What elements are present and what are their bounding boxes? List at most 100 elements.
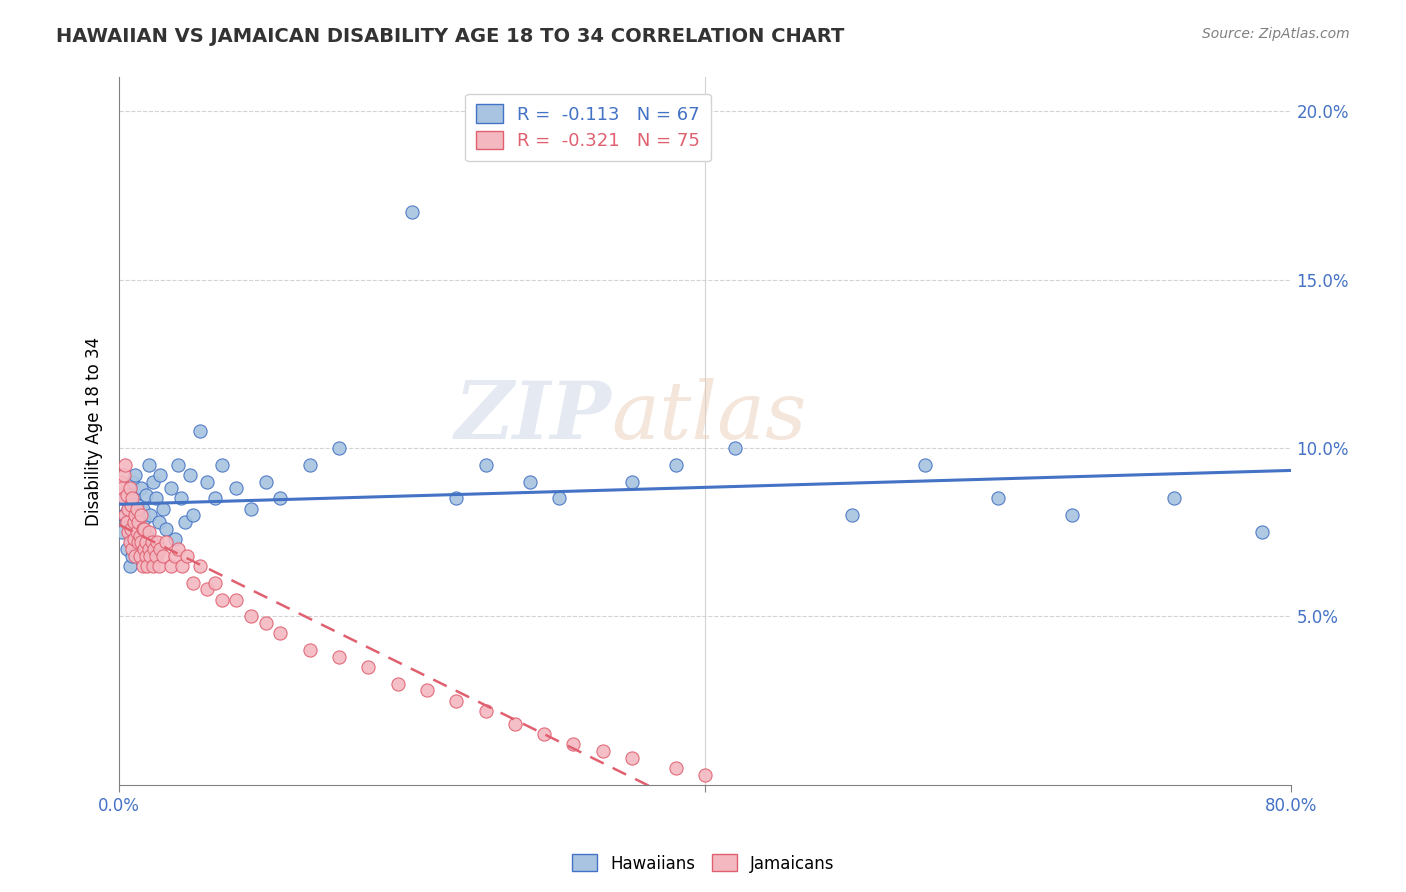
Point xyxy=(621,475,644,489)
Point xyxy=(240,609,263,624)
Point xyxy=(167,541,190,556)
Point xyxy=(298,458,321,472)
Point xyxy=(163,549,186,563)
Point xyxy=(204,491,226,506)
Point xyxy=(115,515,138,529)
Point xyxy=(225,481,247,495)
Point xyxy=(446,491,468,506)
Point xyxy=(474,458,496,472)
Point xyxy=(142,558,165,573)
Point xyxy=(914,458,936,472)
Point xyxy=(181,508,204,523)
Point xyxy=(225,592,247,607)
Text: atlas: atlas xyxy=(612,378,807,456)
Point xyxy=(387,676,409,690)
Point xyxy=(148,558,170,573)
Point xyxy=(416,683,439,698)
Point xyxy=(110,475,132,489)
Point xyxy=(142,475,165,489)
Point xyxy=(129,481,152,495)
Text: ZIP: ZIP xyxy=(454,378,612,456)
Point xyxy=(129,522,152,536)
Point xyxy=(132,558,155,573)
Point xyxy=(125,498,148,512)
Point xyxy=(125,501,148,516)
Point xyxy=(170,491,193,506)
Point xyxy=(136,558,159,573)
Point xyxy=(138,458,160,472)
Point xyxy=(328,441,350,455)
Point xyxy=(592,744,614,758)
Point xyxy=(155,535,177,549)
Point xyxy=(155,522,177,536)
Y-axis label: Disability Age 18 to 34: Disability Age 18 to 34 xyxy=(86,336,103,525)
Point xyxy=(695,767,717,781)
Point xyxy=(179,467,201,482)
Point xyxy=(211,458,233,472)
Point xyxy=(1163,491,1185,506)
Point xyxy=(298,643,321,657)
Point xyxy=(134,522,156,536)
Point xyxy=(114,491,136,506)
Point xyxy=(127,515,149,529)
Point xyxy=(159,481,181,495)
Point xyxy=(121,491,143,506)
Point xyxy=(112,491,135,506)
Point xyxy=(188,558,211,573)
Point xyxy=(128,539,150,553)
Point xyxy=(1251,525,1274,540)
Point xyxy=(112,467,135,482)
Point xyxy=(1060,508,1083,523)
Point xyxy=(211,592,233,607)
Point xyxy=(134,511,156,525)
Legend: Hawaiians, Jamaicans: Hawaiians, Jamaicans xyxy=(565,847,841,880)
Point xyxy=(115,515,138,529)
Point xyxy=(114,508,136,523)
Point xyxy=(117,525,139,540)
Point xyxy=(204,575,226,590)
Point xyxy=(121,549,143,563)
Point xyxy=(987,491,1010,506)
Point xyxy=(163,532,186,546)
Point xyxy=(143,541,166,556)
Point xyxy=(120,535,142,549)
Point xyxy=(141,535,163,549)
Point xyxy=(146,535,169,549)
Point xyxy=(128,528,150,542)
Point xyxy=(121,541,143,556)
Point xyxy=(120,522,142,536)
Point xyxy=(120,498,142,512)
Point xyxy=(665,458,688,472)
Point xyxy=(665,761,688,775)
Point xyxy=(132,501,155,516)
Point xyxy=(124,508,146,523)
Point xyxy=(562,737,585,751)
Point xyxy=(124,518,146,533)
Point xyxy=(724,441,747,455)
Point xyxy=(115,541,138,556)
Point xyxy=(122,515,145,529)
Point xyxy=(122,491,145,506)
Point xyxy=(547,491,569,506)
Point xyxy=(125,525,148,540)
Text: HAWAIIAN VS JAMAICAN DISABILITY AGE 18 TO 34 CORRELATION CHART: HAWAIIAN VS JAMAICAN DISABILITY AGE 18 T… xyxy=(56,27,845,45)
Point xyxy=(117,501,139,516)
Point xyxy=(132,532,155,546)
Point xyxy=(159,558,181,573)
Point xyxy=(152,501,174,516)
Point xyxy=(195,475,218,489)
Point xyxy=(135,535,157,549)
Point xyxy=(195,582,218,597)
Point xyxy=(121,475,143,489)
Text: Source: ZipAtlas.com: Source: ZipAtlas.com xyxy=(1202,27,1350,41)
Point xyxy=(118,481,141,495)
Point xyxy=(111,481,134,495)
Point xyxy=(122,532,145,546)
Point xyxy=(127,535,149,549)
Point xyxy=(115,488,138,502)
Point xyxy=(621,751,644,765)
Point xyxy=(172,558,194,573)
Point xyxy=(152,549,174,563)
Point xyxy=(136,528,159,542)
Point xyxy=(254,475,277,489)
